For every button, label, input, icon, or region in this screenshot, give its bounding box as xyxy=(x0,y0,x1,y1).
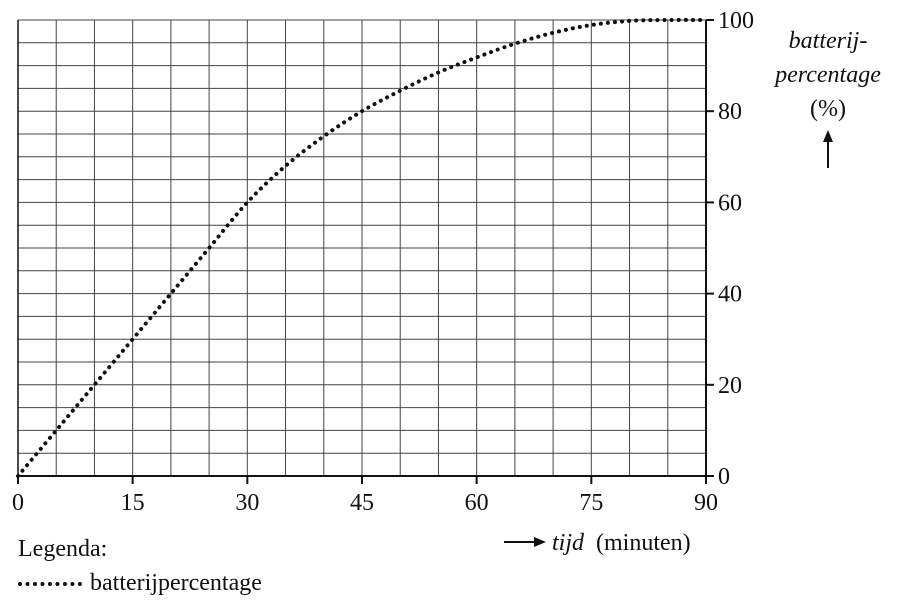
y-axis-label-line2: percentage xyxy=(773,62,881,88)
x-axis-label-unit: (minuten) xyxy=(596,530,691,556)
x-tick-label: 30 xyxy=(235,490,259,516)
y-tick-labels: 0 20 40 60 80 100 xyxy=(718,8,754,490)
legend-entry-label: batterijpercentage xyxy=(90,570,262,596)
y-tick-label: 100 xyxy=(718,8,754,34)
x-tick-label: 0 xyxy=(12,490,24,516)
y-tick-label: 20 xyxy=(718,373,742,399)
y-axis-label: batterij- percentage (%) xyxy=(773,28,881,168)
y-tick-label: 40 xyxy=(718,282,742,308)
y-tick-label: 60 xyxy=(718,190,742,216)
legend-title: Legenda: xyxy=(18,536,108,562)
chart-grid xyxy=(17,19,707,477)
legend-entry: batterijpercentage xyxy=(18,570,262,597)
x-tick-labels: 0 15 30 45 60 75 90 xyxy=(12,490,718,516)
y-axis-label-line1: batterij- xyxy=(789,28,868,54)
y-axis-label-unit: (%) xyxy=(810,96,846,122)
y-tick-label: 80 xyxy=(718,99,742,125)
y-axis-arrow-icon xyxy=(823,130,833,168)
y-tick-label: 0 xyxy=(718,464,730,490)
x-axis-label-text: tijd (minuten) xyxy=(552,530,691,556)
x-tick-label: 45 xyxy=(350,490,374,516)
x-tick-label: 90 xyxy=(694,490,718,516)
x-axis-label-quantity: tijd xyxy=(552,530,585,556)
series-line-batterijpercentage xyxy=(16,17,708,478)
x-axis-arrow-icon xyxy=(504,537,546,547)
x-axis-label: tijd (minuten) xyxy=(504,530,691,556)
chart-frame xyxy=(17,19,714,484)
chart-series xyxy=(16,17,708,478)
x-tick-label: 60 xyxy=(465,490,489,516)
x-tick-label: 15 xyxy=(121,490,145,516)
legend-dotted-line-icon xyxy=(18,581,82,586)
x-tick-label: 75 xyxy=(579,490,603,516)
